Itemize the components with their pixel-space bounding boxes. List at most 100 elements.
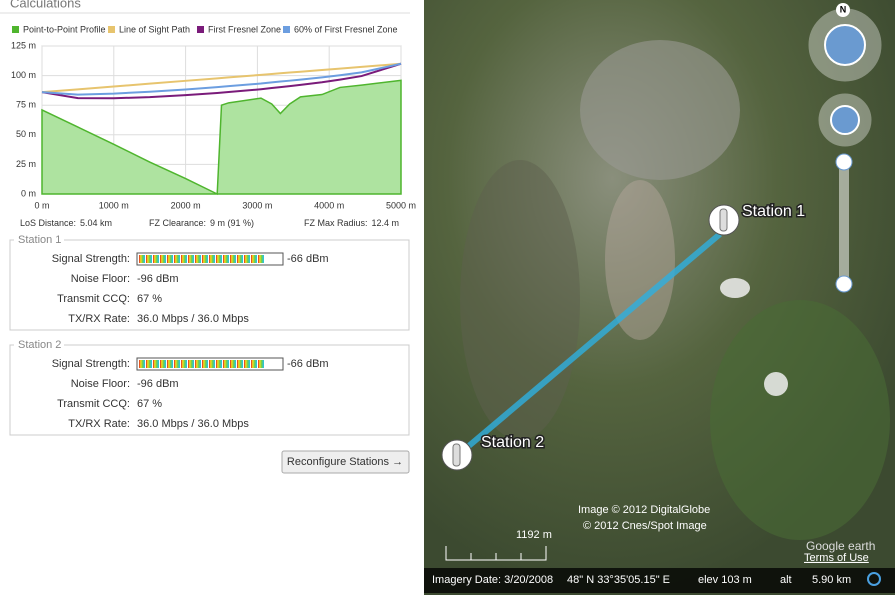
move-control[interactable] [830, 105, 860, 135]
scale-label: 1192 m [516, 529, 552, 541]
series-line [41, 62, 402, 94]
series-line [41, 62, 402, 96]
credit: © 2012 Cnes/Spot Image [583, 520, 707, 532]
y-tick-label: 25 m [16, 159, 36, 169]
meter-segment [188, 255, 194, 263]
summary-label: LoS Distance: [20, 218, 76, 228]
meter-segment [174, 360, 180, 368]
title-bg [14, 235, 64, 245]
scale-bar [445, 546, 547, 561]
row-value: -96 dBm [137, 378, 179, 390]
meter-segment [195, 255, 201, 263]
station-icon [719, 208, 728, 232]
meter-segment [202, 360, 208, 368]
meter-segment [223, 255, 229, 263]
meter-segment [181, 255, 187, 263]
alt-value: 5.90 km [812, 574, 851, 586]
status-indicator [867, 572, 881, 586]
x-tick-label: 4000 m [314, 200, 344, 210]
link-line [462, 231, 722, 453]
x-tick-label: 0 m [34, 200, 49, 210]
station-label: Station 1 [742, 203, 805, 220]
row-value: 67 % [137, 398, 162, 410]
meter-segment [244, 255, 250, 263]
coordinates: 48" N 33°35'05.15" E [567, 574, 670, 586]
meter-segment [251, 360, 257, 368]
legend-swatch [108, 26, 115, 33]
title-bg [14, 340, 64, 350]
row-label: Noise Floor: [71, 378, 130, 390]
y-tick-label: 50 m [16, 129, 36, 139]
meter-segment [258, 255, 264, 263]
map: Station 1 Station 2 Image © 2012 Digital… [424, 0, 895, 595]
summary-item: LoS Distance: 5.04 km [20, 218, 112, 228]
logo: Google earth [806, 539, 875, 553]
look-control[interactable] [824, 24, 866, 66]
x-tick-label: 1000 m [99, 200, 129, 210]
legend-swatch [197, 26, 204, 33]
meter-segment [230, 360, 236, 368]
reconfigure-button[interactable] [281, 450, 410, 474]
meter-segment [209, 255, 215, 263]
x-tick-label: 2000 m [171, 200, 201, 210]
quarry [580, 40, 740, 180]
status-bar [424, 568, 895, 593]
zoom-in[interactable] [835, 153, 853, 171]
y-tick-label: 0 m [21, 188, 36, 198]
north-label: N [840, 4, 847, 14]
meter-segment [139, 255, 145, 263]
zoom-out[interactable] [835, 275, 853, 293]
legend-swatch [12, 26, 19, 33]
meter-segment [167, 360, 173, 368]
credit: Image © 2012 DigitalGlobe [578, 504, 710, 516]
zoom-slider[interactable] [839, 160, 849, 288]
meter-segment [202, 255, 208, 263]
field [605, 180, 675, 340]
y-tick-label: 100 m [11, 70, 36, 80]
station-title: Station 1 [18, 234, 61, 246]
row-label: Signal Strength: [52, 358, 130, 370]
legend-label: First Fresnel Zone [208, 24, 281, 34]
meter-segment [139, 360, 145, 368]
x-tick-label: 3000 m [242, 200, 272, 210]
terms-link[interactable]: Terms of Use [804, 552, 869, 564]
station-box [9, 239, 410, 331]
station-label: Station 2 [481, 434, 544, 451]
row-label: TX/RX Rate: [68, 313, 130, 325]
row-value: 36.0 Mbps / 36.0 Mbps [137, 418, 249, 430]
cloud [720, 278, 750, 298]
row-value: 36.0 Mbps / 36.0 Mbps [137, 313, 249, 325]
station-icon [452, 443, 461, 467]
row-label: Noise Floor: [71, 273, 130, 285]
series-line [41, 62, 402, 100]
meter-segment [237, 360, 243, 368]
north-marker [836, 3, 850, 17]
meter-segment [258, 360, 264, 368]
row-label: Transmit CCQ: [57, 398, 130, 410]
legend-swatch [283, 26, 290, 33]
row-value: -66 dBm [287, 253, 329, 265]
row-label: Transmit CCQ: [57, 293, 130, 305]
x-tick-label: 5000 m [386, 200, 416, 210]
meter-segment [223, 360, 229, 368]
meter-segment [153, 255, 159, 263]
cloud [764, 372, 788, 396]
field [710, 300, 890, 540]
stations: Station 1 Signal Strength: -66 dBm Noise Fl… [9, 234, 410, 436]
summary-item: FZ Clearance: 9 m (91 %) [149, 218, 254, 228]
elevation: elev 103 m [698, 574, 752, 586]
summary-value: 5.04 km [80, 218, 112, 228]
profile-area [41, 79, 402, 196]
meter-segment [160, 360, 166, 368]
summary-item: FZ Max Radius: 12.4 m [304, 218, 399, 228]
button-label[interactable]: Reconfigure Stations → [287, 456, 403, 468]
meter-segment [160, 255, 166, 263]
meter-segment [188, 360, 194, 368]
meter-segment [181, 360, 187, 368]
imagery-date: Imagery Date: 3/20/2008 [432, 574, 553, 586]
legend-label: Point-to-Point Profile [23, 24, 106, 34]
meter-segment [216, 360, 222, 368]
meter-segment [146, 255, 152, 263]
meter-segment [244, 360, 250, 368]
